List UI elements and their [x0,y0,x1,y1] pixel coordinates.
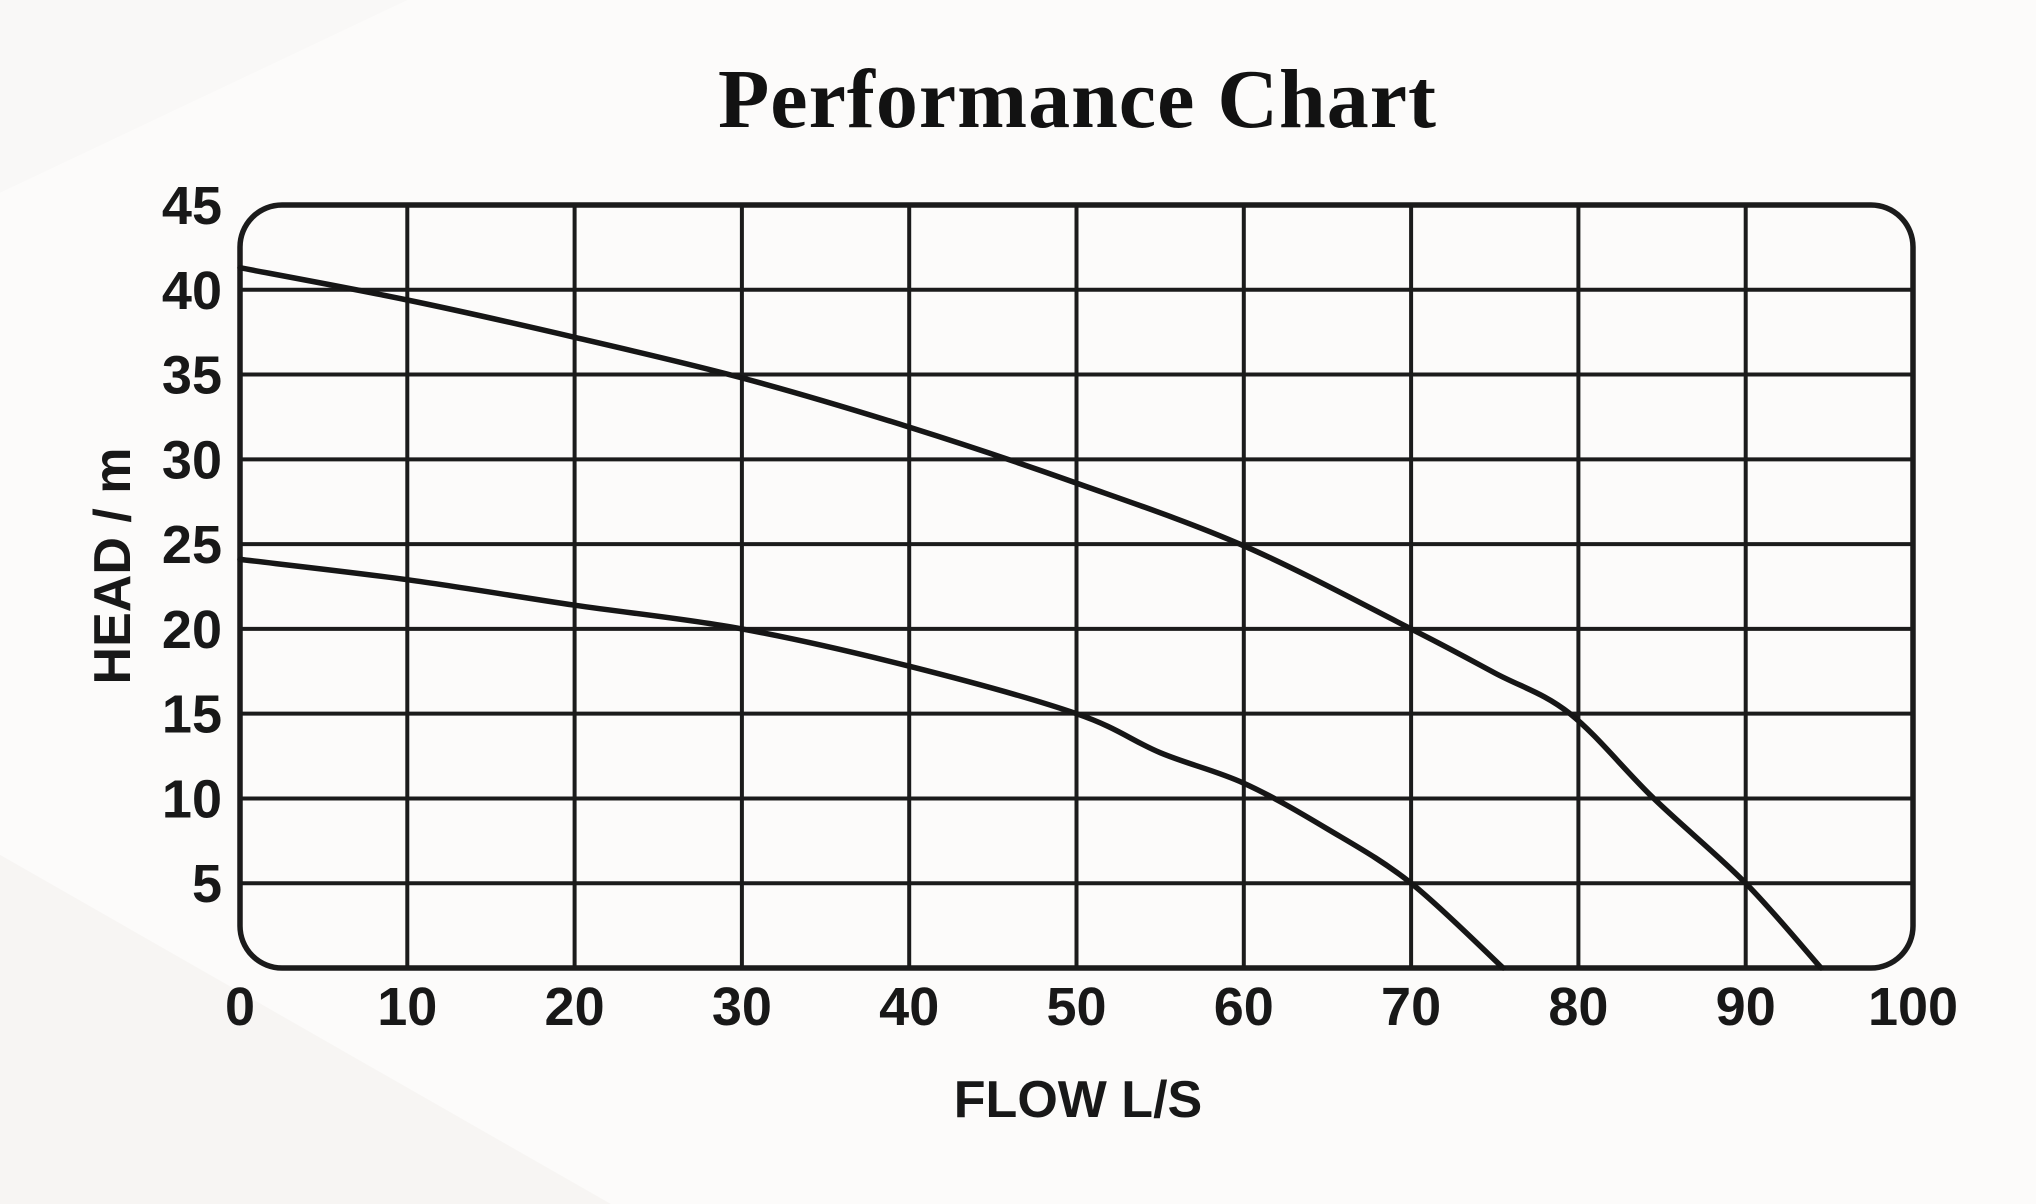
svg-text:80: 80 [1548,977,1608,1037]
svg-text:15: 15 [162,685,222,745]
svg-text:60: 60 [1214,977,1274,1037]
svg-text:0: 0 [225,977,255,1037]
high-head-curve-path [237,264,1824,971]
x-axis-title: FLOW L/S [953,1071,1203,1129]
y-axis-title: HEAD / m [84,447,142,685]
svg-text:30: 30 [712,977,772,1037]
svg-text:35: 35 [162,346,222,406]
svg-text:50: 50 [1046,977,1106,1037]
svg-text:30: 30 [162,430,222,490]
svg-text:45: 45 [162,176,222,236]
svg-text:5: 5 [192,854,222,914]
svg-text:20: 20 [162,600,222,660]
svg-text:100: 100 [1868,977,1958,1037]
plot-border [237,202,1916,971]
svg-text:25: 25 [162,515,222,575]
low-head-curve-path [237,556,1506,971]
x-tick-labels: 0 10 20 30 40 50 60 70 80 90 100 [225,977,1958,1037]
svg-text:70: 70 [1381,977,1441,1037]
svg-text:10: 10 [377,977,437,1037]
pump-curves [237,264,1824,971]
chart-title: Performance Chart [717,53,1438,146]
svg-text:20: 20 [545,977,605,1037]
svg-text:10: 10 [162,769,222,829]
svg-text:40: 40 [879,977,939,1037]
y-tick-labels: 5 10 15 20 25 30 35 40 45 [162,176,222,914]
svg-text:90: 90 [1716,977,1776,1037]
svg-text:40: 40 [162,261,222,321]
grid-lines [240,205,1913,968]
